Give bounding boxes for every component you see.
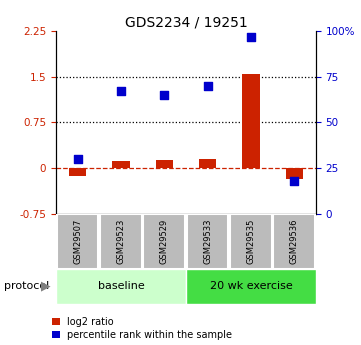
Text: ▶: ▶ <box>42 280 51 293</box>
Bar <box>156 160 173 168</box>
Bar <box>100 214 142 269</box>
Bar <box>199 159 216 168</box>
Point <box>161 92 167 98</box>
Bar <box>112 161 130 168</box>
Point <box>248 34 254 39</box>
Point <box>205 83 210 89</box>
Text: GSM29523: GSM29523 <box>117 219 125 264</box>
Bar <box>56 269 186 304</box>
Point <box>291 178 297 184</box>
Text: GSM29535: GSM29535 <box>247 219 255 264</box>
Point <box>75 156 81 162</box>
Bar <box>187 214 229 269</box>
Bar <box>143 214 185 269</box>
Text: 20 wk exercise: 20 wk exercise <box>209 282 292 291</box>
Text: GSM29507: GSM29507 <box>73 219 82 264</box>
Bar <box>242 74 260 168</box>
Text: GSM29533: GSM29533 <box>203 219 212 264</box>
Legend: log2 ratio, percentile rank within the sample: log2 ratio, percentile rank within the s… <box>52 317 232 340</box>
Point <box>118 89 124 94</box>
Text: GSM29529: GSM29529 <box>160 219 169 264</box>
Bar <box>273 214 315 269</box>
Title: GDS2234 / 19251: GDS2234 / 19251 <box>125 16 247 30</box>
Text: protocol: protocol <box>4 282 49 291</box>
Bar <box>69 168 86 176</box>
Text: GSM29536: GSM29536 <box>290 219 299 264</box>
Bar <box>57 214 99 269</box>
Text: baseline: baseline <box>97 282 144 291</box>
Bar <box>286 168 303 179</box>
Bar <box>230 214 272 269</box>
Bar <box>186 269 316 304</box>
